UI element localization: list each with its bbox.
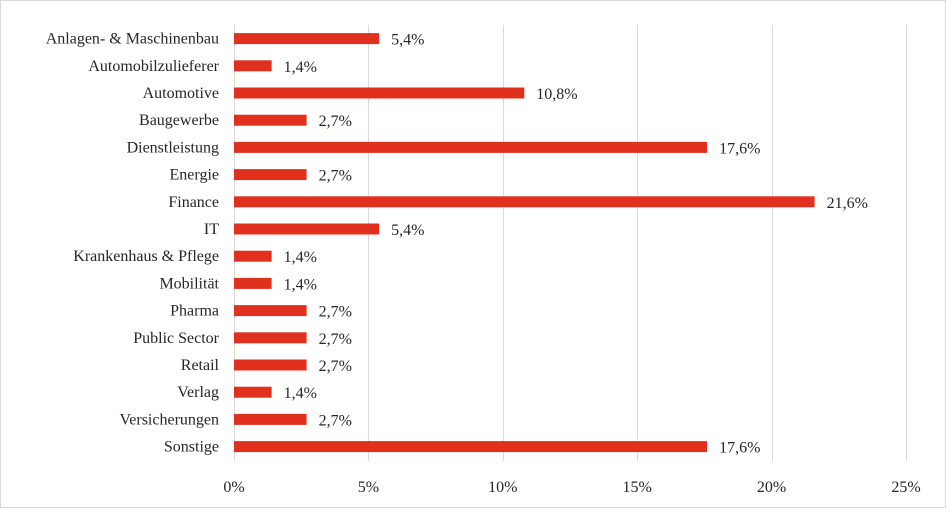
category-label: Baugewerbe	[139, 112, 219, 129]
category-label: Anlagen- & Maschinenbau	[46, 31, 219, 48]
category-label: Retail	[181, 357, 220, 374]
bar	[234, 441, 708, 453]
data-label: 1,4%	[284, 249, 317, 266]
data-label: 1,4%	[284, 59, 317, 76]
category-label: Verlag	[177, 384, 219, 401]
x-tick-label: 10%	[488, 479, 517, 496]
data-label: 5,4%	[391, 222, 424, 239]
bar	[234, 250, 272, 262]
data-label: 1,4%	[284, 385, 317, 402]
x-tick-label: 20%	[757, 479, 786, 496]
data-label: 17,6%	[719, 440, 760, 457]
category-label: Finance	[168, 194, 219, 211]
bar	[234, 60, 272, 72]
data-label: 17,6%	[719, 140, 760, 157]
category-label: Krankenhaus & Pflege	[73, 248, 219, 265]
data-label: 2,7%	[319, 358, 352, 375]
bar	[234, 332, 307, 344]
data-label: 5,4%	[391, 32, 424, 49]
x-tick-label: 15%	[623, 479, 652, 496]
data-label: 2,7%	[319, 168, 352, 185]
category-label: IT	[204, 221, 219, 238]
data-label: 2,7%	[319, 412, 352, 429]
data-label: 1,4%	[284, 276, 317, 293]
bar	[234, 141, 708, 153]
x-tick-label: 5%	[358, 479, 379, 496]
bar	[234, 413, 307, 425]
data-label: 2,7%	[319, 331, 352, 348]
bar	[234, 33, 380, 45]
bar	[234, 87, 525, 99]
data-label: 2,7%	[319, 304, 352, 321]
bar	[234, 305, 307, 317]
x-tick-label: 0%	[223, 479, 244, 496]
category-label: Public Sector	[133, 330, 219, 347]
category-label: Automotive	[143, 85, 219, 102]
data-label: 21,6%	[827, 195, 868, 212]
bar	[234, 359, 307, 371]
data-label: 2,7%	[319, 113, 352, 130]
category-label: Automobilzulieferer	[88, 58, 219, 75]
x-tick-label: 25%	[891, 479, 920, 496]
bar	[234, 223, 380, 235]
category-label: Sonstige	[164, 439, 219, 456]
category-label: Pharma	[170, 303, 219, 320]
bar	[234, 386, 272, 398]
data-label: 10,8%	[536, 86, 577, 103]
category-label: Mobilität	[159, 275, 219, 292]
category-label: Dienstleistung	[127, 139, 219, 156]
bar	[234, 169, 307, 181]
bar	[234, 277, 272, 289]
bar	[234, 114, 307, 126]
category-label: Energie	[170, 167, 219, 184]
category-label: Versicherungen	[119, 411, 219, 428]
bar	[234, 196, 815, 208]
